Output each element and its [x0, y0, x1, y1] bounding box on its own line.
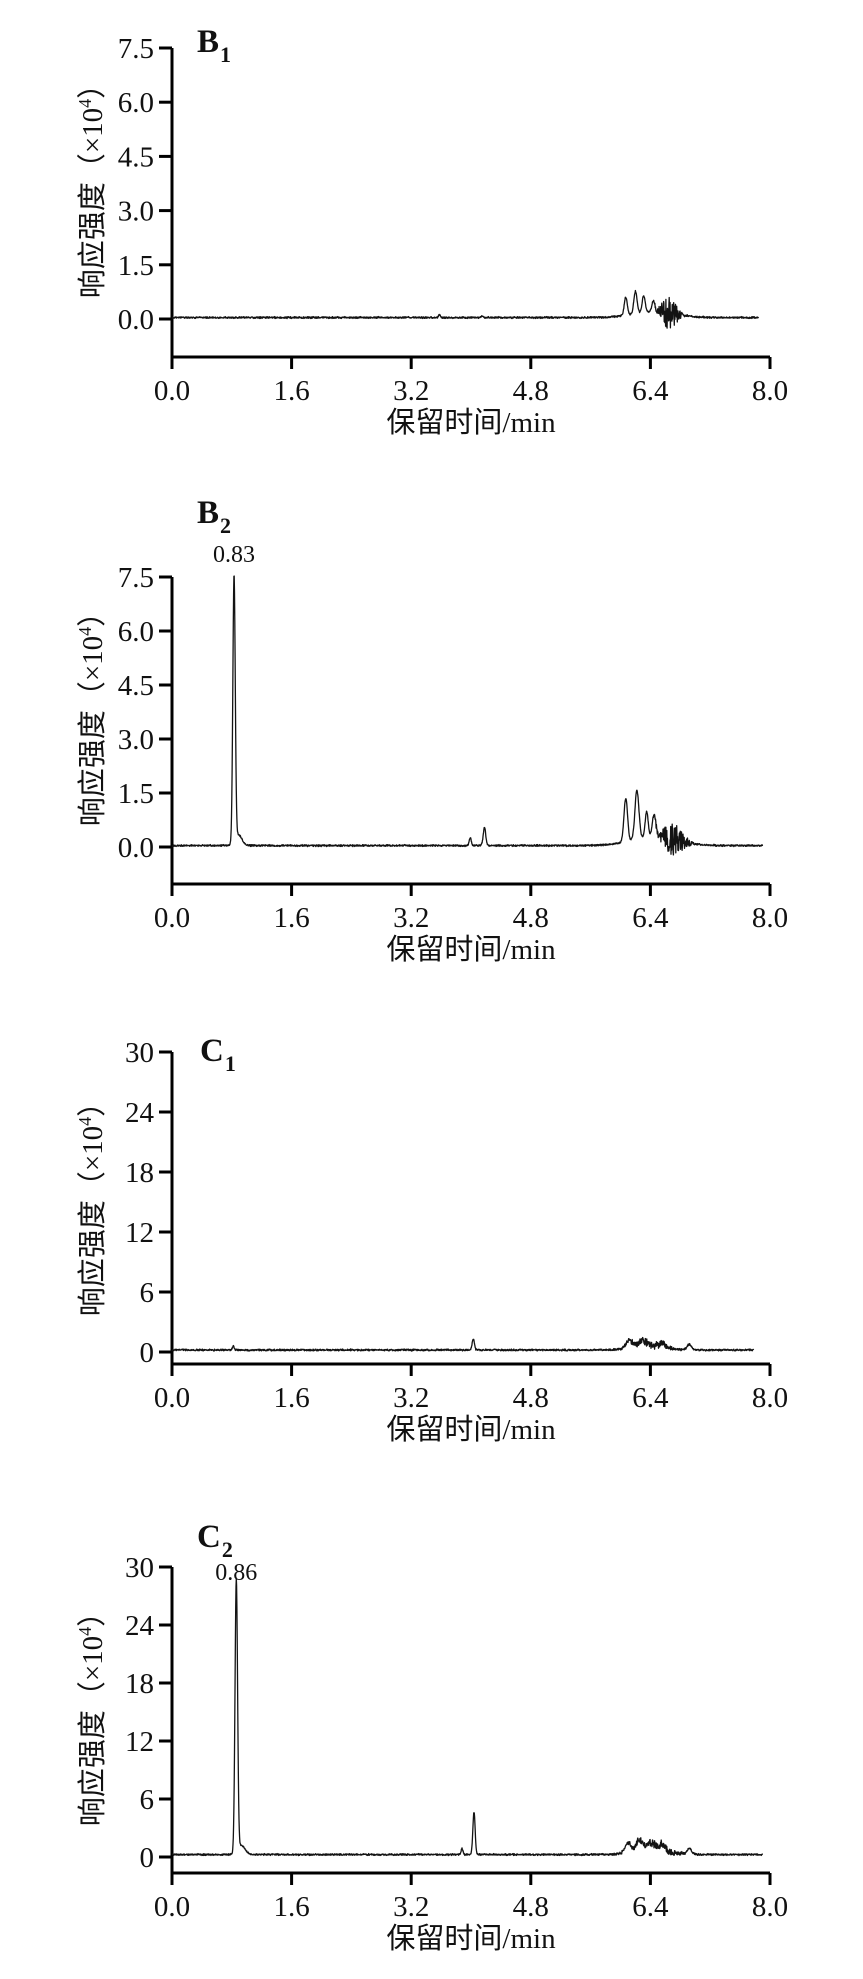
y-tick-label: 7.5 [118, 562, 154, 594]
chart-title-letter: B [197, 24, 221, 60]
chart-c1: 30 24 18 12 6 0 0.0 1.6 3.2 4.8 6.4 8.0 C1 响应强度（×10… [0, 985, 863, 1460]
x-tick-label: 4.8 [513, 1382, 549, 1414]
y-axis-label-exponent: 4 [75, 1626, 96, 1636]
y-tick-label: 4.5 [118, 670, 154, 702]
chromatogram-trace [171, 289, 760, 329]
y-tick-label: 6 [140, 1277, 155, 1309]
y-axis-label-close: ） [76, 597, 109, 627]
y-tick-label: 3.0 [118, 724, 154, 756]
y-tick-label: 12 [125, 1217, 154, 1249]
y-tick-label: 30 [125, 1552, 154, 1584]
y-axis-label-exponent: 4 [75, 98, 96, 108]
x-tick-label: 3.2 [393, 1382, 429, 1414]
x-tick-label: 1.6 [273, 902, 309, 934]
x-tick-label: 0.0 [154, 902, 190, 934]
y-tick-label: 1.5 [118, 778, 154, 810]
y-tick-label: 24 [125, 1610, 155, 1642]
chart-canvas-b1: 7.5 6.0 4.5 3.0 1.5 0.0 0.0 1.6 3.2 4.8 6.4 8.0 [118, 33, 788, 407]
y-tick-label: 6.0 [118, 87, 154, 119]
chart-title-subscript: 1 [220, 41, 233, 67]
x-tick-label: 0.0 [154, 1382, 190, 1414]
y-axis-label: 响应强度（×104） [75, 69, 109, 299]
y-tick-label: 30 [125, 1037, 154, 1069]
y-axis-label-text: 响应强度（×10 [76, 1635, 109, 1827]
y-axis-label-text: 响应强度（×10 [76, 107, 109, 299]
x-tick-label: 6.4 [632, 902, 669, 934]
x-tick-label: 6.4 [632, 1382, 669, 1414]
chart-canvas-c1: 30 24 18 12 6 0 0.0 1.6 3.2 4.8 6.4 8.0 [125, 1037, 788, 1414]
x-tick-label: 1.6 [273, 375, 309, 407]
x-tick-label: 8.0 [752, 1382, 788, 1414]
x-tick-label: 8.0 [752, 902, 788, 934]
x-tick-label: 3.2 [393, 1891, 429, 1923]
x-tick-label: 4.8 [513, 902, 549, 934]
chart-canvas-c2: 30 24 18 12 6 0 0.0 1.6 3.2 4.8 6.4 8.0 [125, 1552, 788, 1923]
y-tick-label: 18 [125, 1157, 154, 1189]
y-tick-label: 0.0 [118, 304, 154, 336]
chart-title: C1 [200, 1033, 237, 1076]
x-tick-label: 3.2 [393, 375, 429, 407]
chromatogram-trace [171, 575, 764, 856]
y-tick-label: 0.0 [118, 832, 154, 864]
chart-title-letter: B [197, 495, 221, 531]
x-tick-label: 1.6 [273, 1891, 309, 1923]
x-tick-label: 6.4 [632, 1891, 669, 1923]
y-tick-label: 6.0 [118, 616, 154, 648]
x-tick-label: 4.8 [513, 1891, 549, 1923]
y-axis-label-exponent: 4 [75, 626, 96, 636]
y-axis-label: 响应强度（×104） [75, 1597, 109, 1827]
chart-title-letter: C [200, 1033, 225, 1069]
x-axis-label: 保留时间/min [386, 407, 556, 439]
chart-canvas-b2: 7.5 6.0 4.5 3.0 1.5 0.0 0.0 1.6 3.2 4.8 6.4 8.0 [118, 562, 788, 934]
x-tick-label: 4.8 [513, 375, 549, 407]
y-tick-label: 1.5 [118, 250, 154, 282]
x-tick-label: 1.6 [273, 1382, 309, 1414]
chart-b2: 7.5 6.0 4.5 3.0 1.5 0.0 0.0 1.6 3.2 4.8 6.4 8.0 B2 … [0, 455, 863, 985]
chromatogram-trace [171, 1577, 764, 1857]
chart-b1: 7.5 6.0 4.5 3.0 1.5 0.0 0.0 1.6 3.2 4.8 6.4 8.0 B1 … [0, 0, 863, 455]
chart-c2: 30 24 18 12 6 0 0.0 1.6 3.2 4.8 6.4 8.0 C2 0.86 响应强… [0, 1460, 863, 1979]
x-tick-label: 8.0 [752, 375, 788, 407]
y-axis-label-text: 响应强度（×10 [76, 635, 109, 827]
peak-retention-time-label: 0.86 [215, 1560, 258, 1586]
x-tick-label: 8.0 [752, 1891, 788, 1923]
y-tick-label: 6 [140, 1784, 155, 1816]
chart-title-subscript: 2 [220, 512, 233, 538]
y-tick-label: 0 [140, 1337, 155, 1369]
chart-title: B1 [197, 24, 233, 67]
y-tick-label: 7.5 [118, 33, 154, 65]
y-tick-label: 4.5 [118, 141, 154, 173]
y-axis-label-close: ） [76, 1597, 109, 1627]
x-axis-label: 保留时间/min [386, 934, 556, 966]
x-tick-label: 0.0 [154, 375, 190, 407]
x-axis-label: 保留时间/min [386, 1923, 556, 1955]
chart-title-letter: C [197, 1519, 222, 1555]
peak-retention-time-label: 0.83 [213, 542, 256, 568]
y-tick-label: 3.0 [118, 196, 154, 228]
chart-title: B2 [197, 495, 233, 538]
y-tick-label: 12 [125, 1726, 154, 1758]
chromatogram-trace [171, 1336, 755, 1352]
y-tick-label: 18 [125, 1668, 154, 1700]
y-tick-label: 0 [140, 1842, 155, 1874]
x-tick-label: 6.4 [632, 375, 669, 407]
y-axis-label: 响应强度（×104） [75, 597, 109, 827]
y-axis-label: 响应强度（×104） [75, 1087, 109, 1317]
y-axis-label-text: 响应强度（×10 [76, 1125, 109, 1317]
x-tick-label: 0.0 [154, 1891, 190, 1923]
x-tick-label: 3.2 [393, 902, 429, 934]
y-axis-label-close: ） [76, 69, 109, 99]
y-axis-label-exponent: 4 [75, 1116, 96, 1126]
chart-title-subscript: 2 [221, 1536, 234, 1562]
chart-title: C2 [197, 1519, 234, 1562]
chart-title-subscript: 1 [224, 1050, 237, 1076]
x-axis-label: 保留时间/min [386, 1414, 556, 1446]
y-axis-label-close: ） [76, 1087, 109, 1117]
y-tick-label: 24 [125, 1097, 155, 1129]
